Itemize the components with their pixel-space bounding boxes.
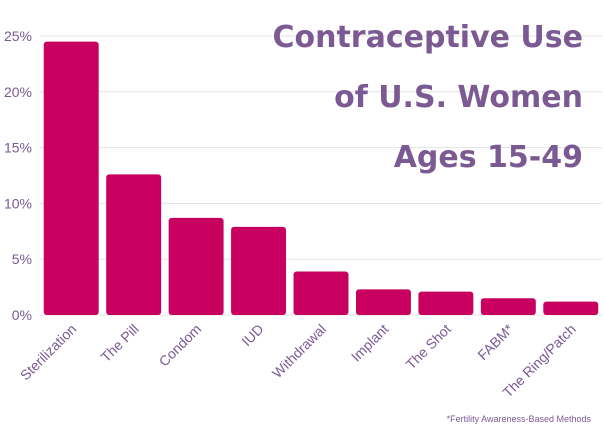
y-tick-label: 10%: [4, 195, 32, 211]
x-tick-label: Sterilization: [17, 321, 79, 383]
y-tick-label: 20%: [4, 84, 32, 100]
chart-title-line-2: of U.S. Women: [334, 80, 583, 115]
bar: [293, 271, 349, 315]
chart-title-line-3: Ages 15-49: [393, 140, 583, 175]
x-tick-label: Withdrawal: [269, 321, 329, 381]
footnote: *Fertility Awareness-Based Methods: [446, 414, 591, 424]
bar: [355, 289, 411, 315]
x-axis-ticks: Sterilization The Pill Condom IUD Withdrawal…: [17, 320, 579, 400]
bar: [168, 217, 224, 315]
x-tick-label: The Pill: [97, 321, 141, 365]
bar: [543, 301, 599, 315]
bars: [43, 41, 599, 316]
bar: [43, 41, 99, 316]
x-tick-label: The Shot: [403, 321, 455, 373]
y-tick-label: 15%: [4, 140, 32, 156]
bar: [231, 226, 287, 315]
y-axis-ticks: 0% 5% 10% 15% 20% 25%: [4, 28, 32, 323]
bar: [106, 174, 162, 315]
x-tick-label: Condom: [155, 321, 204, 370]
chart-title-line-1: Contraceptive Use: [272, 20, 583, 55]
bar: [480, 298, 536, 315]
bar: [418, 291, 474, 315]
chart-title: Contraceptive Use of U.S. Women Ages 15-…: [223, 8, 583, 188]
y-tick-label: 5%: [12, 251, 32, 267]
y-tick-label: 25%: [4, 28, 32, 44]
x-tick-label: Implant: [348, 321, 392, 365]
x-tick-label: FABM*: [474, 320, 517, 363]
y-tick-label: 0%: [12, 307, 32, 323]
x-tick-label: IUD: [238, 321, 266, 349]
